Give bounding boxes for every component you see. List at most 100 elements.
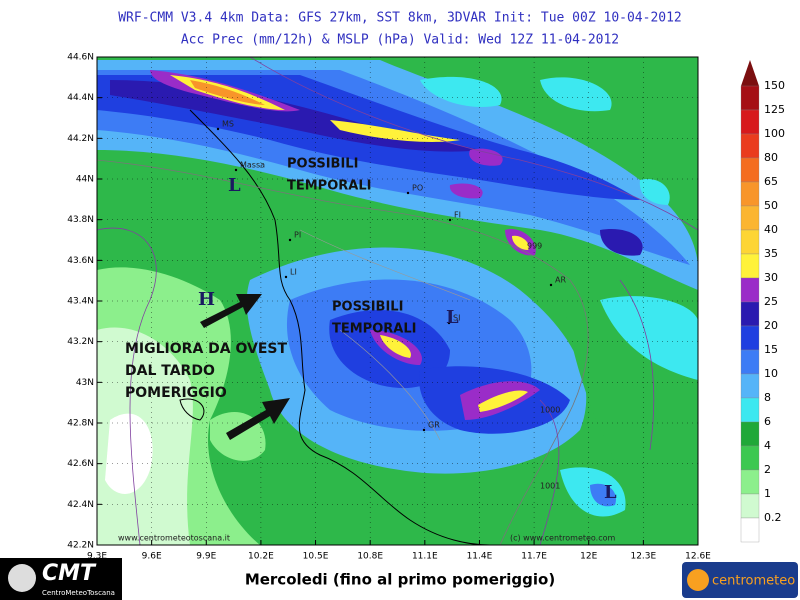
- pressure-center: H: [198, 289, 215, 310]
- legend-swatch: [740, 469, 760, 495]
- city-label: FI: [454, 211, 461, 220]
- header-line1: WRF-CMM V3.4 4km Data: GFS 27km, SST 8km…: [118, 11, 682, 26]
- city-label: SI: [453, 314, 460, 323]
- city-label: PO: [412, 184, 423, 193]
- legend-label: 65: [764, 175, 778, 188]
- lon-label: 9.9E: [196, 552, 216, 562]
- legend-swatch: [740, 301, 760, 327]
- lat-label: 43.8N: [67, 215, 94, 225]
- city-label: AR: [555, 276, 566, 285]
- isobar-label: 1001: [540, 482, 560, 491]
- legend-swatch: [740, 205, 760, 231]
- logo-left-sub: CentroMeteoToscana: [42, 589, 115, 597]
- legend-swatch: [740, 349, 760, 375]
- legend-swatch: [740, 445, 760, 471]
- legend-label: 10: [764, 367, 778, 380]
- annotation: POSSIBILI: [287, 157, 358, 172]
- legend-swatch: [740, 133, 760, 159]
- watermark: (c) www.centrometeo.com: [510, 534, 616, 543]
- pressure-center: L: [228, 175, 241, 196]
- lon-label: 12.6E: [685, 552, 711, 562]
- legend-swatch: [740, 229, 760, 255]
- legend-swatch: [740, 373, 760, 399]
- city-dot: [288, 238, 292, 242]
- legend-swatch: [740, 325, 760, 351]
- map-labels: MS Massa PI LI PO FI AR SI GR H L L L 999 1000 1001 www.…: [118, 120, 617, 543]
- city-dot: [406, 191, 410, 195]
- lat-label: 42.6N: [67, 459, 94, 469]
- lat-label: 43.6N: [67, 256, 94, 266]
- legend-swatch: [740, 109, 760, 135]
- logo-right-box: [682, 562, 798, 598]
- legend-swatch: [740, 421, 760, 447]
- lat-label: 42.4N: [67, 500, 94, 510]
- city-dot: [216, 127, 220, 131]
- lat-label: 43.4N: [67, 297, 94, 307]
- annotation: POSSIBILI: [332, 300, 403, 315]
- isobar-label: 999: [527, 242, 542, 251]
- arrows: [200, 294, 290, 440]
- legend-swatch: [740, 181, 760, 207]
- lat-label: 44.6N: [67, 53, 94, 63]
- legend-label: 20: [764, 319, 778, 332]
- annotation: TEMPORALI: [332, 322, 416, 337]
- legend-label: 35: [764, 247, 778, 260]
- lat-label: 44.4N: [67, 93, 94, 103]
- legend-label: 15: [764, 343, 778, 356]
- lon-label: 10.2E: [248, 552, 274, 562]
- lat-label: 44.2N: [67, 134, 94, 144]
- annotation: TEMPORALI: [287, 179, 371, 194]
- legend: 150 125 100 80 65 50 40 35 30 25 20 15 10 8 6 4 2 1 0.2: [740, 60, 785, 543]
- legend-swatch: [740, 253, 760, 279]
- logo-left-icon: [8, 564, 36, 592]
- logo-right-text: centrometeo: [712, 574, 795, 589]
- legend-label: 25: [764, 295, 778, 308]
- city-dot: [422, 428, 426, 432]
- lon-label: 10.5E: [303, 552, 329, 562]
- legend-swatch: [740, 85, 760, 111]
- lon-label: 9.6E: [142, 552, 162, 562]
- watermark: www.centrometeotoscana.it: [118, 534, 230, 543]
- annotation: MIGLIORA DA OVEST: [125, 341, 287, 357]
- header-line2: Acc Prec (mm/12h) & MSLP (hPa) Valid: We…: [181, 33, 619, 48]
- city-label: MS: [222, 120, 234, 129]
- legend-label: 8: [764, 391, 771, 404]
- pressure-center: L: [604, 482, 617, 503]
- logo-left-text: CMT: [42, 561, 97, 586]
- legend-swatch: [740, 157, 760, 183]
- legend-swatch: [740, 493, 760, 519]
- city-dot: [447, 321, 451, 325]
- legend-label: 125: [764, 103, 785, 116]
- annotation: POMERIGGIO: [125, 385, 227, 401]
- lat-label: 44N: [76, 175, 94, 185]
- legend-label: 80: [764, 151, 778, 164]
- city-label: PI: [294, 231, 301, 240]
- axes: 44.6N 44.4N 44.2N 44N 43.8N 43.6N 43.4N 43.2N 43…: [67, 53, 711, 562]
- footer-caption: Mercoledi (fino al primo pomeriggio): [245, 571, 555, 589]
- legend-swatch: [740, 397, 760, 423]
- lon-label: 11.4E: [467, 552, 493, 562]
- isobar-label: 1000: [540, 406, 560, 415]
- city-label: GR: [428, 421, 440, 430]
- city-dot: [284, 275, 288, 279]
- legend-label: 100: [764, 127, 785, 140]
- city-dot: [448, 218, 452, 222]
- lon-label: 12.3E: [630, 552, 656, 562]
- legend-swatch: [740, 277, 760, 303]
- legend-swatch: [740, 517, 760, 543]
- city-label: Massa: [240, 161, 265, 170]
- annotation: DAL TARDO: [125, 363, 215, 379]
- lon-label: 10.8E: [357, 552, 383, 562]
- legend-label: 0.2: [764, 511, 782, 524]
- legend-label: 6: [764, 415, 771, 428]
- legend-label: 40: [764, 223, 778, 236]
- lon-label: 12E: [580, 552, 597, 562]
- lat-label: 43N: [76, 378, 94, 388]
- lat-label: 42.2N: [67, 541, 94, 551]
- legend-label: 30: [764, 271, 778, 284]
- city-dot: [549, 283, 553, 287]
- legend-label: 4: [764, 439, 771, 452]
- lon-label: 9.3E: [87, 552, 107, 562]
